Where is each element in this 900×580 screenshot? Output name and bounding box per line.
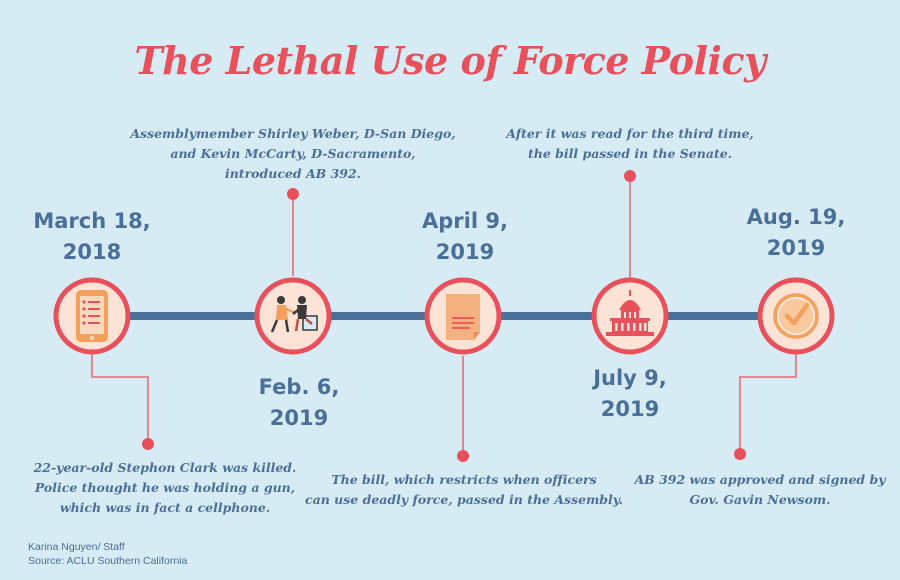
date-event-3-line1: April 9, <box>422 209 508 233</box>
desc-event-1-line3: which was in fact a cellphone. <box>59 500 271 515</box>
desc-event-4-line2: the bill passed in the Senate. <box>527 146 733 161</box>
desc-event-2-line2: and Kevin McCarty, D-Sacramento, <box>170 146 416 161</box>
desc-event-2-line3: introduced AB 392. <box>224 166 362 181</box>
date-event-5-line1: Aug. 19, <box>746 205 846 229</box>
desc-event-4: After it was read for the third time, th… <box>490 124 770 164</box>
date-event-4-line2: 2019 <box>600 397 660 421</box>
desc-event-2-line1: Assemblymember Shirley Weber, D-San Dieg… <box>130 126 456 141</box>
capitol-building-icon <box>591 277 669 355</box>
date-event-4-line1: July 9, <box>593 366 667 390</box>
desc-event-3-line1: The bill, which restricts when officers <box>331 472 597 487</box>
credit: Karina Nguyen/ Staff Source: ACLU Southe… <box>28 540 187 568</box>
desc-event-3-line2: can use deadly force, passed in the Asse… <box>305 492 623 507</box>
dot-event-2 <box>287 188 299 200</box>
page-title: The Lethal Use of Force Policy <box>134 38 766 83</box>
cellphone-icon <box>53 277 131 355</box>
date-event-4: July 9, 2019 <box>545 363 715 425</box>
date-event-5-line2: 2019 <box>766 236 826 260</box>
credit-author: Karina Nguyen/ Staff <box>28 541 125 553</box>
checkmark-icon <box>757 277 835 355</box>
desc-event-1: 22-year-old Stephon Clark was killed. Po… <box>20 458 310 518</box>
date-event-3: April 9, 2019 <box>380 206 550 268</box>
dot-event-1 <box>142 438 154 450</box>
meeting-people-icon <box>254 277 332 355</box>
date-event-2-line2: 2019 <box>269 406 329 430</box>
date-event-1-line1: March 18, <box>33 209 151 233</box>
desc-event-4-line1: After it was read for the third time, <box>506 126 754 141</box>
desc-event-2: Assemblymember Shirley Weber, D-San Dieg… <box>118 124 468 184</box>
date-event-1-line2: 2018 <box>62 240 122 264</box>
desc-event-3: The bill, which restricts when officers … <box>296 470 632 510</box>
date-event-3-line2: 2019 <box>435 240 495 264</box>
date-event-2: Feb. 6, 2019 <box>214 372 384 434</box>
dot-event-4 <box>624 170 636 182</box>
connector-event-1 <box>91 352 149 444</box>
date-event-2-line1: Feb. 6, <box>258 375 340 399</box>
date-event-1: March 18, 2018 <box>7 206 177 268</box>
dot-event-3 <box>457 450 469 462</box>
desc-event-1-line1: 22-year-old Stephon Clark was killed. <box>33 460 297 475</box>
desc-event-5-line2: Gov. Gavin Newsom. <box>689 492 831 507</box>
desc-event-5-line1: AB 392 was approved and signed by <box>634 472 886 487</box>
document-icon <box>424 277 502 355</box>
dot-event-5 <box>734 448 746 460</box>
desc-event-5: AB 392 was approved and signed by Gov. G… <box>620 470 900 510</box>
desc-event-1-line2: Police thought he was holding a gun, <box>34 480 296 495</box>
date-event-5: Aug. 19, 2019 <box>711 202 881 264</box>
credit-source: Source: ACLU Southern California <box>28 555 188 567</box>
connector-event-5 <box>739 352 797 454</box>
